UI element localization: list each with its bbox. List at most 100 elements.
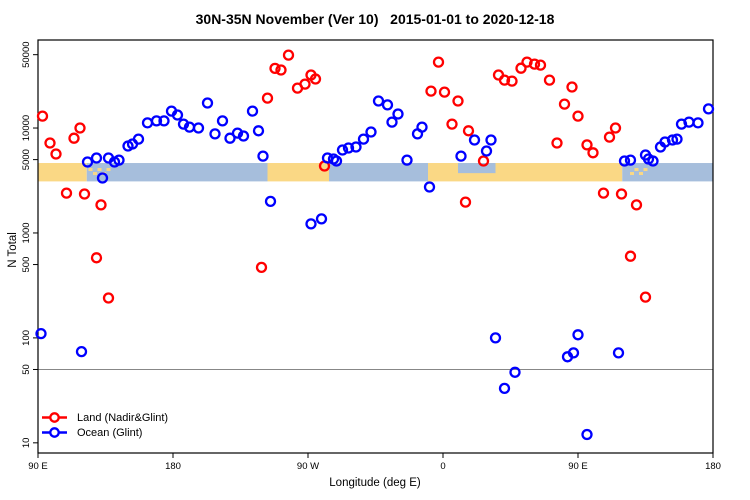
data-point-ocean [113,154,125,166]
data-point-land [572,110,584,122]
chart-title: 30N-35N November (Ver 10) 2015-01-01 to … [195,11,555,27]
map-strip-segment-land [267,163,329,182]
data-point-ocean [209,128,221,140]
data-point-land [603,131,616,143]
data-point-ocean [423,181,436,193]
x-tick-label: 0 [440,461,445,472]
map-strip-island-speck [634,168,639,172]
data-point-ocean [386,116,398,128]
data-point-land [624,250,637,262]
map-strip-island-speck [97,168,102,172]
data-point-ocean [489,332,502,344]
data-point-ocean [671,133,683,145]
data-point-ocean [365,126,377,138]
data-point-ocean [177,118,190,130]
data-point-ocean [224,132,236,144]
data-point-ocean [132,133,145,145]
data-point-ocean [305,218,317,230]
data-point-ocean [75,345,88,358]
data-point-ocean [692,117,704,129]
data-point-land [269,62,281,75]
map-strip-island-speck [93,172,97,176]
legend-label-ocean: Ocean (Glint) [77,426,143,439]
map-strip-island-speck [639,172,643,176]
data-point-ocean [35,327,47,340]
data-point-land [44,137,56,149]
data-point-land [515,62,527,74]
data-point-land [309,73,322,85]
data-point-land [68,132,80,144]
data-point-ocean [372,95,385,107]
data-point-land [597,187,610,199]
map-strip-island-speck [106,168,111,172]
data-point-ocean [624,154,637,166]
data-point-land [506,75,518,87]
data-point-ocean [171,109,184,121]
data-point-land [78,188,91,200]
data-point-ocean [357,133,370,145]
data-point-ocean [618,155,631,167]
data-point-land [477,155,490,167]
legend-label-land: Land (Nadir&Glint) [77,411,169,424]
data-point-land [566,81,578,93]
data-point-land [581,139,593,151]
data-point-ocean [509,366,521,378]
x-tick-label: 90 E [28,461,48,472]
map-strip-segment-ocean [622,163,713,182]
map-strip-segment-ocean [86,163,268,182]
data-point-land [558,98,571,110]
data-point-ocean [96,172,109,184]
map-strip-segment-land [38,163,87,182]
legend: Land (Nadir&Glint) Ocean (Glint) [40,410,168,440]
data-point-land [459,196,472,208]
y-tick-label: 50000 [21,41,32,67]
map-strip-island-speck [630,172,634,176]
legend-item-land: Land (Nadir&Glint) [40,410,168,425]
data-point-ocean [192,122,205,134]
data-point-ocean [647,155,659,167]
data-point-land [615,188,628,200]
data-point-land [36,110,49,122]
data-point-ocean [498,382,511,395]
data-point-land [425,85,437,97]
data-point-land [95,199,107,211]
data-point-land [498,74,511,86]
data-point-land [639,291,652,303]
x-tick-label: 180 [165,461,181,472]
legend-item-ocean: Ocean (Glint) [40,425,168,440]
data-point-land [446,118,458,130]
y-tick-label: 1000 [21,222,32,243]
map-strip-segment-ocean [329,163,428,182]
data-point-ocean [666,134,679,146]
data-point-ocean [90,152,103,164]
y-tick-label: 10000 [21,115,32,141]
data-point-land [551,137,563,149]
data-point-land [90,252,103,264]
data-point-ocean [416,121,428,133]
data-point-land [299,78,311,90]
data-point-ocean [572,329,584,341]
data-point-land [528,58,541,70]
data-point-land [587,147,599,159]
data-point-ocean [246,105,259,117]
data-point-land [543,74,556,86]
data-point-land [462,125,475,137]
x-tick-label: 90 E [568,461,588,472]
map-strip-sea-notch [458,163,496,174]
map-strip-segment-land [428,163,623,182]
data-point-ocean [480,145,493,157]
data-point-ocean [401,154,413,166]
data-point-land [630,199,643,211]
data-point-ocean [392,108,404,120]
data-point-land [534,59,547,71]
data-point-ocean [612,347,625,359]
data-point-ocean [81,156,94,168]
data-point-land [275,64,287,76]
map-strip-island-speck [88,168,93,172]
legend-marker-land-icon [42,412,67,423]
data-point-ocean [350,141,362,153]
x-tick-label: 90 W [297,461,319,472]
data-point-land [432,56,445,68]
